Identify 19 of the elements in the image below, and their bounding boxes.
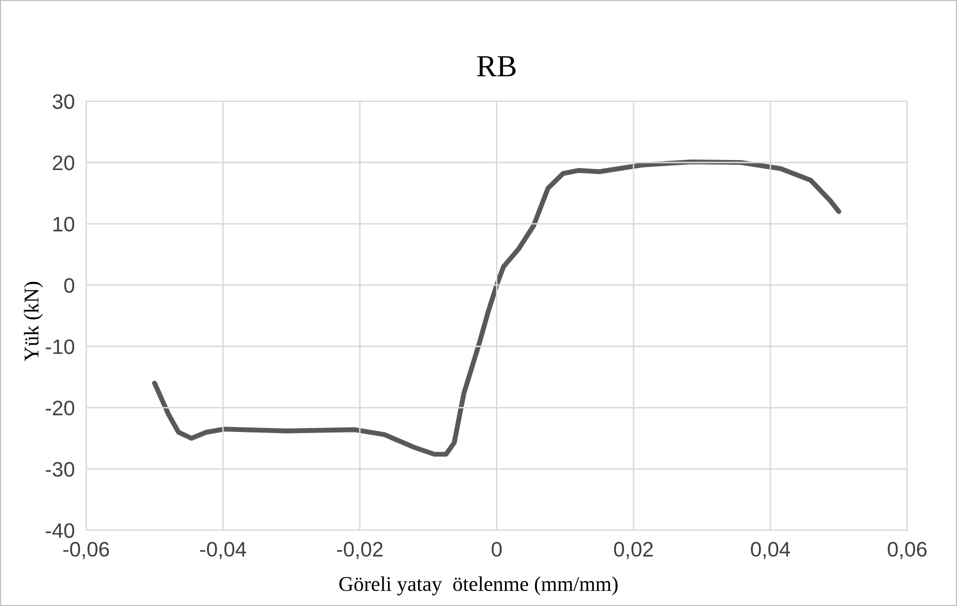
x-tick-label: 0,04 [750,542,790,560]
chart-title: RB [477,56,516,76]
y-tick-label: -40 [46,523,74,538]
y-tick-label: -20 [46,400,74,416]
x-tick-label: 0,06 [888,542,927,560]
x-tick-label: -0,02 [337,542,383,560]
y-tick-label: -30 [46,462,74,477]
x-tick-label: 0 [492,542,502,557]
y-tick-label: 0 [64,278,74,293]
line-series [152,159,842,457]
x-tick-label: 0,02 [614,542,653,560]
y-tick-label: 10 [53,216,74,232]
x-tick-label: -0,06 [63,542,109,560]
y-axis-title: Yük (kN) [24,282,43,362]
y-tick-label: 20 [52,155,74,170]
x-axis-title: Göreli yatay ötelenme (mm/mm) [339,576,618,596]
y-tick-label: -10 [46,339,74,354]
y-tick-label: 30 [52,94,74,109]
x-tick-label: -0,04 [200,542,246,560]
